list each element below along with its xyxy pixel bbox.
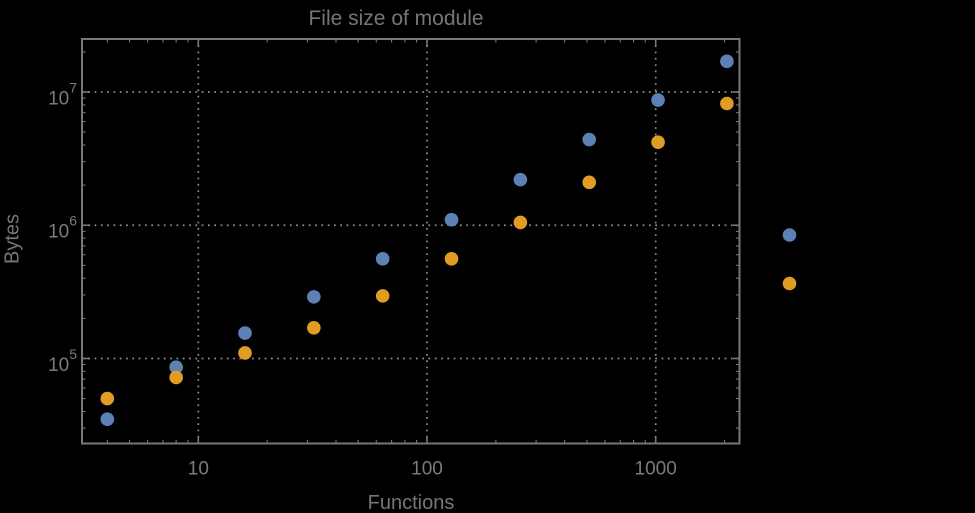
data-point-blue <box>169 360 183 374</box>
x-axis-label: Functions <box>367 492 455 513</box>
data-point-orange <box>720 96 734 111</box>
y-tick-label: 105 <box>48 346 77 376</box>
data-point-blue <box>720 54 734 69</box>
data-point-orange <box>100 391 115 406</box>
data-point-blue <box>307 290 321 304</box>
x-tick-label: 100 <box>411 459 443 480</box>
data-point-orange <box>169 370 183 385</box>
data-point-orange <box>582 175 597 190</box>
data-point-blue <box>651 93 665 107</box>
plot-frame <box>81 38 741 445</box>
y-tick-label: 107 <box>48 80 77 110</box>
chart-title: File size of module <box>308 7 484 30</box>
data-point-blue <box>375 251 390 266</box>
legend-marker-blue <box>782 228 797 242</box>
data-point-blue <box>238 326 252 340</box>
data-point-orange <box>513 215 528 230</box>
legend-marker-orange <box>782 276 797 291</box>
data-point-blue <box>582 132 597 147</box>
data-point-orange <box>307 320 321 335</box>
data-point-blue <box>444 212 459 227</box>
y-tick-label: 106 <box>48 213 77 243</box>
data-point-orange <box>238 346 252 360</box>
data-point-blue <box>513 172 528 187</box>
data-point-orange <box>375 289 390 303</box>
x-tick-label: 1000 <box>635 459 677 480</box>
data-point-blue <box>100 412 115 427</box>
x-tick-label: 10 <box>188 459 209 480</box>
data-point-orange <box>444 251 459 266</box>
data-point-orange <box>651 135 665 150</box>
